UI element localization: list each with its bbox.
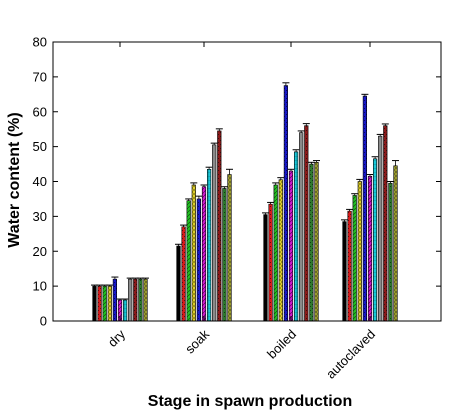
y-tick-label-70: 70 — [33, 69, 47, 84]
y-tick-label-40: 40 — [33, 174, 47, 189]
bar-autoclaved-series-8 — [378, 135, 383, 322]
y-tick-label-20: 20 — [33, 244, 47, 259]
y-tick-label-0: 0 — [40, 314, 47, 329]
bar-autoclaved-series-3 — [352, 195, 357, 322]
bar-soak-series-8 — [212, 144, 217, 322]
bar-boiled-series-1 — [263, 214, 268, 322]
bar-autoclaved-series-2 — [347, 210, 352, 322]
bar-dry-series-10 — [138, 278, 143, 322]
bar-boiled-series-11 — [314, 162, 319, 322]
x-axis-title: Stage in spawn production — [148, 393, 352, 410]
y-tick-label-60: 60 — [33, 104, 47, 119]
bar-dry-series-2 — [97, 285, 102, 322]
bar-boiled-series-10 — [309, 163, 314, 322]
bar-soak-series-9 — [217, 130, 222, 322]
bar-soak-series-6 — [201, 186, 207, 322]
y-tick-label-10: 10 — [33, 279, 47, 294]
bars-layer — [91, 82, 399, 322]
bar-autoclaved-series-11 — [393, 165, 398, 322]
x-tick-label-soak: soak — [182, 326, 212, 356]
bar-soak-series-2 — [181, 226, 186, 322]
bar-dry-series-5 — [112, 278, 117, 322]
bar-dry-series-7 — [123, 299, 128, 322]
bar-autoclaved-series-6 — [367, 175, 373, 322]
bar-boiled-series-5 — [283, 85, 289, 322]
bar-autoclaved-series-7 — [372, 158, 378, 322]
y-tick-label-80: 80 — [33, 35, 47, 50]
bar-boiled-series-9 — [304, 125, 309, 322]
bar-boiled-series-3 — [273, 184, 278, 322]
plot-frame — [52, 41, 442, 322]
bar-soak-series-5 — [196, 198, 202, 322]
bar-boiled-series-8 — [299, 132, 304, 322]
bar-autoclaved-series-5 — [362, 95, 368, 322]
bar-soak-series-1 — [176, 245, 181, 322]
bar-dry-series-1 — [92, 285, 97, 322]
x-tick-label-dry: dry — [105, 326, 129, 350]
bar-dry-series-11 — [143, 278, 148, 322]
y-axis-title: Water content (%) — [6, 112, 23, 247]
bar-dry-series-4 — [107, 285, 112, 322]
y-tick-label-30: 30 — [33, 209, 47, 224]
x-tick-label-autoclaved: autoclaved — [323, 327, 378, 382]
bar-autoclaved-series-1 — [342, 221, 347, 322]
bar-dry-series-3 — [102, 285, 107, 322]
bar-soak-series-3 — [186, 200, 191, 322]
bar-dry-series-8 — [128, 278, 133, 322]
bar-autoclaved-series-9 — [383, 125, 388, 322]
bar-dry-series-9 — [133, 278, 138, 322]
bar-autoclaved-series-4 — [357, 181, 362, 322]
x-tick-label-boiled: boiled — [264, 327, 299, 362]
bar-soak-series-10 — [222, 188, 227, 322]
bar-autoclaved-series-10 — [388, 182, 393, 322]
bar-boiled-series-4 — [278, 179, 283, 322]
bar-soak-series-11 — [227, 174, 232, 322]
bar-soak-series-4 — [191, 184, 196, 322]
bar-soak-series-7 — [207, 168, 212, 322]
bar-boiled-series-2 — [268, 203, 273, 322]
y-tick-label-50: 50 — [33, 139, 47, 154]
bar-boiled-series-6 — [288, 170, 294, 322]
bar-boiled-series-7 — [293, 151, 299, 322]
